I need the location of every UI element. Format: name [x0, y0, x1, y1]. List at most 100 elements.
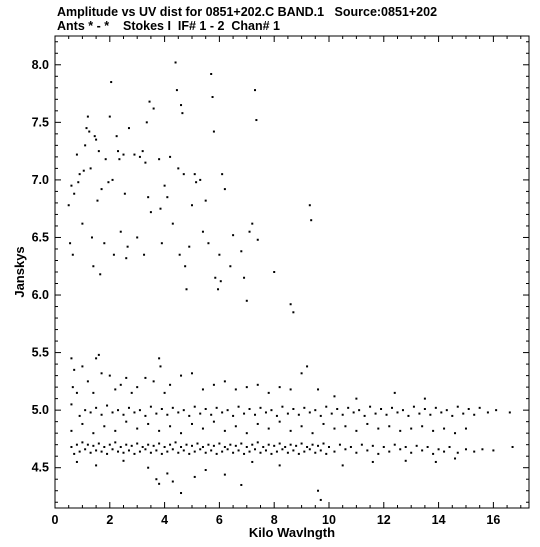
data-point	[171, 406, 174, 409]
data-point	[281, 448, 284, 451]
data-point	[232, 451, 235, 454]
data-point	[207, 242, 210, 245]
data-point	[190, 444, 193, 447]
data-point	[78, 173, 81, 176]
data-point	[240, 250, 243, 253]
data-point	[71, 253, 74, 256]
data-point	[317, 489, 320, 492]
data-point	[111, 178, 114, 181]
y-tick-label: 5.5	[32, 346, 49, 360]
data-point	[89, 451, 92, 454]
data-point	[275, 414, 278, 417]
chart-subtitle: Ants * - * Stokes I IF# 1 - 2 Chan# 1	[57, 19, 280, 33]
data-point	[289, 429, 292, 432]
data-point	[144, 161, 147, 164]
data-point	[145, 121, 148, 124]
data-point	[188, 414, 191, 417]
data-point	[67, 204, 70, 207]
data-point	[352, 411, 355, 414]
data-point	[363, 414, 366, 417]
y-tick-label: 5.0	[32, 403, 49, 417]
data-point	[106, 404, 109, 407]
data-point	[218, 253, 221, 256]
data-point	[97, 353, 100, 356]
data-point	[78, 450, 81, 453]
scatter-points	[67, 61, 514, 501]
data-point	[75, 443, 78, 446]
data-point	[377, 452, 380, 455]
data-point	[292, 407, 295, 410]
data-point	[256, 441, 259, 444]
data-point	[437, 448, 440, 451]
data-point	[190, 422, 193, 425]
data-point	[75, 153, 78, 156]
data-point	[358, 409, 361, 412]
data-point	[171, 448, 174, 451]
data-point	[122, 413, 125, 416]
data-point	[100, 188, 103, 191]
data-point	[70, 429, 73, 432]
data-point	[464, 448, 467, 451]
data-point	[333, 395, 336, 398]
data-point	[210, 449, 213, 452]
data-point	[314, 451, 317, 454]
data-point	[317, 388, 320, 391]
data-point	[333, 450, 336, 453]
data-point	[286, 412, 289, 415]
data-point	[95, 357, 98, 360]
data-point	[89, 411, 92, 414]
data-point	[90, 236, 93, 239]
data-point	[70, 357, 73, 360]
data-point	[273, 271, 276, 273]
data-point	[219, 280, 222, 283]
data-point	[138, 450, 141, 453]
data-point	[292, 311, 295, 314]
data-point	[88, 130, 91, 133]
data-point	[267, 391, 270, 394]
data-point	[171, 222, 174, 225]
data-point	[136, 427, 139, 430]
data-point	[325, 452, 328, 455]
data-point	[303, 406, 306, 409]
data-point	[410, 451, 413, 454]
data-point	[311, 432, 314, 435]
data-point	[232, 414, 235, 417]
data-point	[152, 444, 155, 447]
data-point	[196, 442, 199, 445]
data-point	[215, 406, 218, 409]
data-point	[237, 449, 240, 452]
data-point	[141, 150, 144, 153]
data-point	[201, 230, 204, 233]
data-point	[117, 409, 120, 412]
data-point	[255, 119, 258, 122]
data-point	[152, 107, 155, 110]
data-point	[344, 425, 347, 428]
data-point	[322, 442, 325, 445]
data-point	[69, 242, 72, 245]
data-point	[180, 374, 183, 377]
data-point	[289, 443, 292, 446]
data-point	[133, 411, 136, 414]
data-point	[369, 405, 372, 408]
y-tick-label: 6.5	[32, 230, 49, 244]
data-point	[175, 89, 178, 92]
data-point	[204, 407, 207, 410]
data-point	[355, 429, 358, 432]
data-point	[245, 445, 248, 448]
data-point	[97, 442, 100, 445]
x-tick-label: 10	[322, 513, 336, 527]
data-point	[212, 444, 215, 447]
data-point	[308, 204, 311, 207]
data-point	[341, 464, 344, 467]
data-point	[182, 173, 185, 176]
data-point	[388, 450, 391, 453]
data-point	[95, 464, 98, 467]
data-point	[127, 406, 130, 409]
data-point	[169, 425, 172, 428]
data-point	[251, 460, 254, 463]
data-point	[78, 414, 81, 417]
data-point	[273, 444, 276, 447]
data-point	[473, 413, 476, 416]
data-point	[182, 449, 185, 452]
data-point	[443, 450, 446, 453]
